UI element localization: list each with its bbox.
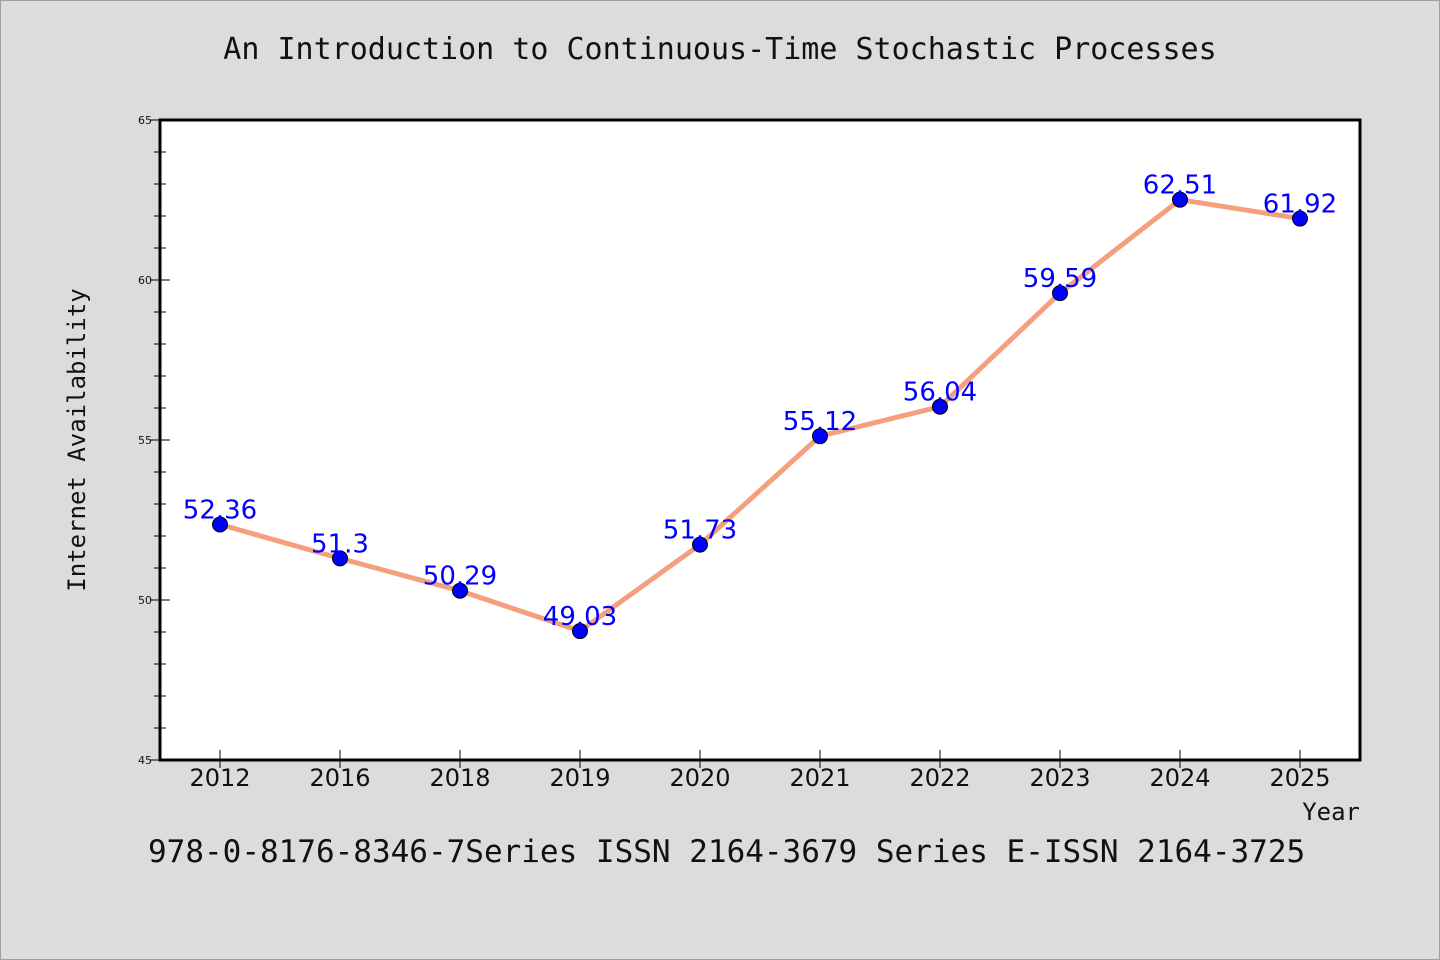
- data-point: [452, 582, 468, 599]
- series-line: [217, 197, 1303, 634]
- y-axis: 45 50 55 60 65: [138, 114, 170, 767]
- data-label: 51.3: [311, 529, 369, 559]
- x-tick-label: 2021: [789, 764, 850, 792]
- data-label: 55.12: [783, 407, 857, 437]
- x-axis: 2012 2016 2018 2019 2020 2021 2022 2023 2024 2025: [189, 750, 1331, 792]
- y-tick-label: 60: [138, 274, 152, 287]
- data-point: [212, 516, 228, 533]
- data-label: 52.36: [183, 495, 257, 525]
- y-axis-title: Internet Availability: [63, 288, 91, 591]
- data-point: [332, 550, 348, 567]
- data-label: 62.51: [1143, 171, 1217, 201]
- y-tick-label: 65: [138, 114, 152, 127]
- data-label: 56.04: [903, 378, 977, 408]
- data-label: 49.03: [543, 602, 617, 632]
- data-point: [692, 536, 708, 553]
- series-layer: 52.36 51.3 50.29 49.03 51.73 55.12 56.04 59.59 6…: [183, 171, 1337, 640]
- chart-title: An Introduction to Continuous-Time Stoch…: [223, 32, 1217, 67]
- x-tick-label: 2025: [1269, 764, 1330, 792]
- footer-isbn-text: 978-0-8176-8346-7Series ISSN 2164-3679 S…: [148, 834, 1306, 870]
- x-tick-label: 2012: [189, 764, 250, 792]
- plot-area: [158, 118, 1362, 762]
- y-tick-label: 45: [138, 754, 152, 767]
- data-point: [1052, 285, 1068, 302]
- data-point: [572, 623, 588, 640]
- x-tick-label: 2016: [309, 764, 370, 792]
- data-label: 50.29: [423, 562, 497, 592]
- x-tick-label: 2024: [1149, 764, 1210, 792]
- y-tick-label: 50: [138, 594, 152, 607]
- data-point: [1292, 210, 1308, 227]
- data-label: 61.92: [1263, 190, 1337, 220]
- data-point: [812, 428, 828, 445]
- data-point: [1172, 191, 1188, 208]
- data-label: 51.73: [663, 516, 737, 546]
- x-tick-label: 2019: [549, 764, 610, 792]
- data-label: 59.59: [1023, 264, 1097, 294]
- y-tick-label: 55: [138, 434, 152, 447]
- data-point: [932, 398, 948, 415]
- x-tick-label: 2018: [429, 764, 490, 792]
- x-tick-label: 2020: [669, 764, 730, 792]
- x-tick-label: 2022: [909, 764, 970, 792]
- x-axis-title: Year: [1302, 798, 1360, 826]
- x-tick-label: 2023: [1029, 764, 1090, 792]
